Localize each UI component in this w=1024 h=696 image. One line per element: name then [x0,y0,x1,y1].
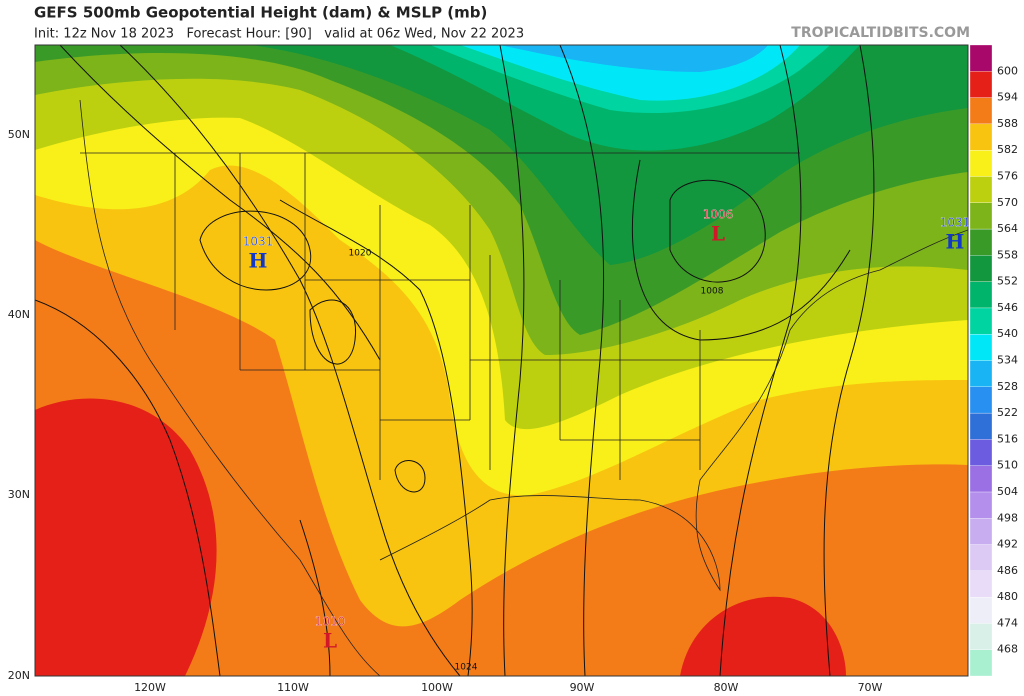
colorbar-label: 582 [997,143,1018,156]
colorbar-box [969,97,993,125]
longitude-label: 90W [570,681,595,694]
colorbar-box [969,176,993,203]
colorbar-label: 540 [997,327,1018,340]
colorbar-label: 528 [997,380,1018,393]
colorbar-label: 498 [997,511,1018,524]
pressure-center-symbol: L [711,222,725,246]
height-field [35,45,968,676]
colorbar-box [969,44,993,72]
latitude-label: 40N [8,308,30,321]
colorbar-label: 594 [997,91,1018,104]
longitude-label: 70W [858,681,883,694]
colorbar-box [969,334,993,361]
site-credit: TROPICALTIDBITS.COM [791,25,970,41]
isobar-label: 1008 [701,287,724,297]
colorbar-box [969,228,993,256]
pressure-center-value: 1006 [703,208,734,222]
latitude-label: 20N [8,669,30,682]
colorbar-box [969,518,993,545]
colorbar-label: 504 [997,485,1018,498]
colorbar-label: 546 [997,301,1018,314]
colorbar-label: 552 [997,275,1018,288]
colorbar-box [969,123,993,151]
longitude-label: 110W [277,681,309,694]
pressure-center-symbol: H [249,249,268,273]
pressure-center-value: 1031 [940,216,971,230]
colorbar-label: 558 [997,248,1018,261]
colorbar-label: 588 [997,117,1018,130]
colorbar-box [969,491,993,519]
colorbar-label: 570 [997,196,1018,209]
colorbar-label: 474 [997,616,1018,629]
pressure-center-symbol: H [946,230,965,254]
band-528 [500,45,768,72]
subtitle: Init: 12z Nov 18 2023 Forecast Hour: [90… [34,27,524,42]
colorbar-box [969,465,993,493]
colorbar-box [969,202,993,230]
colorbar-box [969,386,993,414]
colorbar-box [969,71,993,98]
colorbar-label: 510 [997,459,1018,472]
colorbar-label: 516 [997,432,1018,445]
colorbar-box [969,281,993,309]
colorbar-label: 522 [997,406,1018,419]
colorbar-box [969,596,993,624]
colorbar-box [969,623,993,650]
colorbar-label: 486 [997,564,1018,577]
band-594 [35,398,217,676]
isobar-label: 1020 [349,249,372,259]
colorbar-box [969,439,993,466]
colorbar-label: 576 [997,169,1018,182]
colorbar-label: 534 [997,354,1018,367]
map-frame [34,44,969,677]
colorbar-box [969,570,993,598]
pressure-center-symbol: L [323,629,337,653]
colorbar-label: 468 [997,643,1018,656]
colorbar-box [969,255,993,282]
longitude-label: 80W [714,681,739,694]
latitude-label: 30N [8,488,30,501]
longitude-label: 100W [421,681,453,694]
colorbar-box [969,544,993,571]
title: GEFS 500mb Geopotential Height (dam) & M… [34,4,487,22]
colorbar-label: 564 [997,222,1018,235]
colorbar-box [969,412,993,440]
political-borders [79,99,968,676]
colorbar-label: 492 [997,538,1018,551]
latitude-label: 50N [8,128,30,141]
colorbar-box [969,307,993,335]
colorbar-box [969,649,993,677]
pressure-center-value: 1031 [243,235,274,249]
colorbar-box [969,150,993,177]
colorbar-label: 600 [997,64,1018,77]
isobar-label: 1024 [455,663,478,673]
colorbar-box [969,360,993,387]
pressure-center-value: 1010 [315,615,346,629]
longitude-label: 120W [134,681,166,694]
colorbar-label: 480 [997,590,1018,603]
